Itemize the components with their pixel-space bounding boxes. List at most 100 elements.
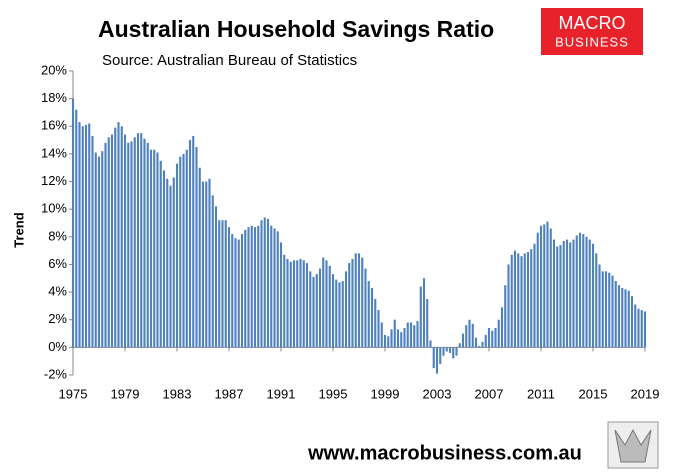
bar (562, 240, 565, 348)
bar (286, 258, 289, 348)
bar (348, 263, 351, 348)
bar (588, 239, 591, 348)
bar (406, 322, 409, 348)
bar (153, 149, 156, 348)
bar (175, 163, 179, 348)
bar (279, 242, 283, 348)
bar (559, 245, 562, 348)
bar (71, 98, 75, 348)
bar (302, 260, 305, 348)
bar (338, 282, 341, 348)
bar (341, 281, 344, 348)
bar (520, 256, 523, 348)
bar (211, 195, 214, 348)
bar (94, 152, 97, 348)
bar (198, 167, 201, 348)
bar (136, 133, 140, 348)
bar (328, 265, 331, 348)
bar (413, 325, 416, 348)
x-tick-label: 1999 (371, 386, 400, 401)
bar (208, 178, 211, 348)
y-tick-label: 0% (48, 339, 67, 354)
bar (234, 238, 237, 348)
bar (383, 334, 387, 348)
x-tick-label: 2019 (631, 386, 660, 401)
bar (283, 254, 286, 348)
bar (214, 206, 218, 348)
bar (247, 227, 250, 348)
bar (461, 333, 465, 348)
bar (539, 225, 543, 348)
bar (549, 228, 552, 348)
bar (572, 239, 575, 348)
bar (507, 264, 510, 348)
x-tick-label: 1975 (59, 386, 88, 401)
bar (182, 153, 185, 348)
bar (643, 311, 647, 348)
bar (513, 250, 517, 348)
x-tick-label: 2015 (579, 386, 608, 401)
bar (556, 246, 559, 348)
bar (292, 260, 296, 348)
y-tick-label: 12% (41, 173, 67, 188)
bar (448, 347, 452, 353)
bar (127, 142, 130, 348)
bar (218, 220, 221, 348)
bar (130, 141, 133, 348)
bar (114, 127, 117, 348)
y-axis-label: Trend (11, 212, 26, 247)
bar (621, 287, 624, 348)
bar (494, 328, 497, 348)
bar (357, 253, 361, 348)
bar (435, 347, 439, 374)
bar (110, 134, 114, 348)
bar (500, 307, 504, 348)
bar (445, 347, 448, 352)
bar (266, 218, 270, 348)
bar (614, 281, 617, 348)
y-tick-label: -2% (44, 366, 68, 381)
bar (107, 137, 110, 348)
bar (325, 260, 328, 348)
logo-text: BUSINESS (555, 34, 629, 49)
footer: www.macrobusiness.com.au (307, 442, 582, 464)
bar (143, 138, 146, 348)
bar (120, 126, 123, 348)
bar (468, 319, 471, 348)
bar (575, 235, 578, 348)
bar (192, 135, 195, 348)
bar (179, 156, 182, 348)
bar (205, 181, 208, 348)
bar (351, 258, 354, 348)
bar (84, 124, 88, 348)
bar (146, 142, 149, 348)
bar (608, 272, 611, 348)
bar (484, 334, 487, 348)
chart-subtitle: Source: Australian Bureau of Statistics (102, 52, 357, 69)
bar (318, 268, 322, 348)
bar (231, 234, 234, 348)
bar (354, 253, 357, 348)
bar (227, 227, 231, 348)
bar (380, 322, 383, 348)
x-tick-label: 1987 (215, 386, 244, 401)
bar (237, 239, 240, 348)
bar (305, 263, 309, 348)
bar (601, 271, 604, 348)
bar (432, 347, 435, 369)
bar (344, 271, 348, 348)
bar (630, 296, 634, 348)
bar (149, 149, 153, 348)
bar (419, 286, 422, 348)
bar (582, 234, 585, 348)
bar (471, 323, 474, 348)
y-tick-label: 20% (41, 62, 67, 77)
bar (331, 274, 335, 348)
bar (439, 347, 442, 364)
bar (487, 328, 491, 348)
wolf-icon (614, 428, 652, 463)
bar (429, 340, 432, 348)
bar (322, 257, 325, 348)
bar (240, 234, 244, 348)
bar (526, 252, 530, 348)
